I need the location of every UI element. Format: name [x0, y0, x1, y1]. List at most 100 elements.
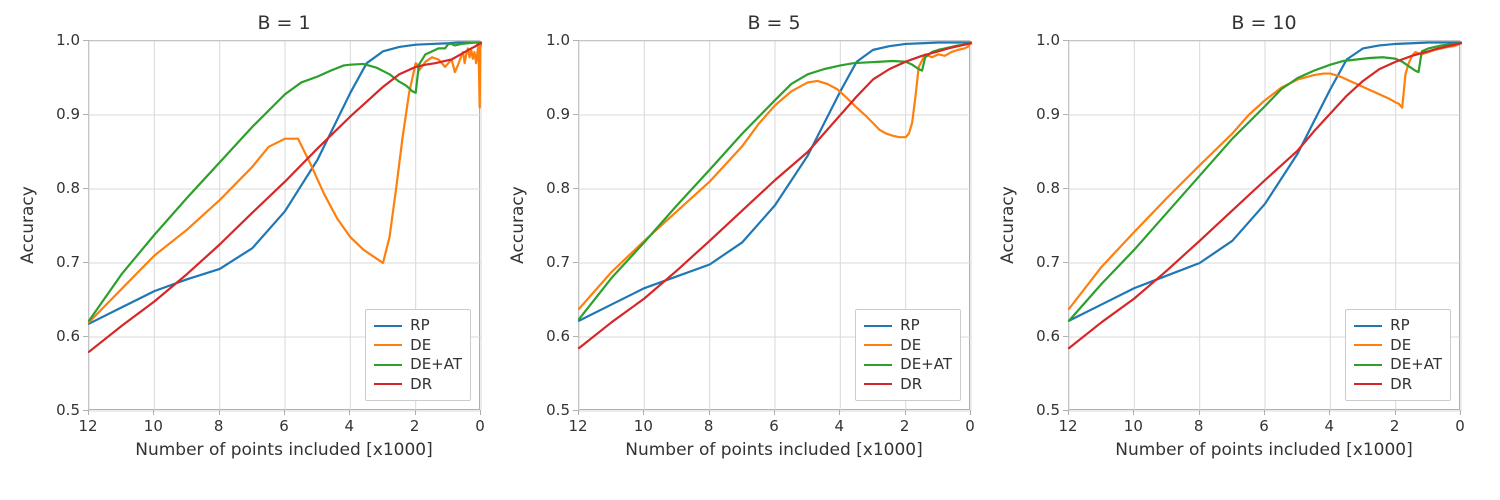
x-tick [480, 410, 481, 415]
y-tick [573, 410, 578, 411]
y-tick [83, 188, 88, 189]
plot-area: RPDEDE+ATDR [578, 40, 970, 410]
x-tick-label: 4 [345, 417, 355, 435]
y-tick-label: 0.8 [48, 179, 80, 197]
y-tick [1063, 336, 1068, 337]
y-tick [573, 336, 578, 337]
legend-row: DR [374, 375, 462, 395]
legend-label: DE+AT [900, 355, 952, 375]
panel-title: B = 1 [257, 12, 310, 34]
legend-label: DE+AT [410, 355, 462, 375]
panel-1: RPDEDE+ATDR1210864200.50.60.70.80.91.0B … [578, 40, 970, 410]
legend-row: DE+AT [374, 355, 462, 375]
y-tick-label: 1.0 [538, 31, 570, 49]
x-tick [88, 410, 89, 415]
y-tick [1063, 114, 1068, 115]
x-tick-label: 4 [835, 417, 845, 435]
y-tick-label: 0.7 [1028, 253, 1060, 271]
y-tick [83, 40, 88, 41]
x-tick [839, 410, 840, 415]
legend-swatch [374, 325, 402, 327]
x-axis-label: Number of points included [x1000] [1068, 440, 1460, 460]
y-tick-label: 1.0 [1028, 31, 1060, 49]
legend-label: DE [410, 336, 431, 356]
x-tick-label: 2 [900, 417, 910, 435]
y-axis-label: Accuracy [998, 186, 1018, 264]
x-tick-label: 2 [410, 417, 420, 435]
x-tick-label: 10 [634, 417, 653, 435]
x-tick-label: 2 [1390, 417, 1400, 435]
legend-label: DR [1390, 375, 1412, 395]
y-tick-label: 1.0 [48, 31, 80, 49]
legend-swatch [1354, 364, 1382, 366]
legend-label: RP [410, 316, 429, 336]
x-tick-label: 8 [214, 417, 224, 435]
x-tick [219, 410, 220, 415]
y-tick [1063, 40, 1068, 41]
x-tick-label: 12 [568, 417, 587, 435]
x-axis-label: Number of points included [x1000] [578, 440, 970, 460]
legend-swatch [374, 383, 402, 385]
y-tick-label: 0.8 [1028, 179, 1060, 197]
y-tick [1063, 188, 1068, 189]
y-tick-label: 0.6 [1028, 327, 1060, 345]
y-tick-label: 0.5 [48, 401, 80, 419]
legend-label: DE [900, 336, 921, 356]
legend-label: DR [900, 375, 922, 395]
legend-swatch [374, 344, 402, 346]
y-tick [573, 40, 578, 41]
x-tick [709, 410, 710, 415]
legend-swatch [864, 344, 892, 346]
x-tick-label: 12 [78, 417, 97, 435]
x-tick-label: 4 [1325, 417, 1335, 435]
x-tick-label: 0 [965, 417, 975, 435]
legend-label: DE+AT [1390, 355, 1442, 375]
x-tick-label: 6 [1259, 417, 1269, 435]
x-tick [774, 410, 775, 415]
legend-label: RP [1390, 316, 1409, 336]
legend-row: DR [1354, 375, 1442, 395]
y-tick-label: 0.9 [48, 105, 80, 123]
legend: RPDEDE+ATDR [365, 309, 471, 401]
y-tick [573, 114, 578, 115]
x-tick [1395, 410, 1396, 415]
y-tick-label: 0.9 [1028, 105, 1060, 123]
y-tick [83, 410, 88, 411]
panel-title: B = 10 [1231, 12, 1296, 34]
y-tick-label: 0.9 [538, 105, 570, 123]
y-axis-label: Accuracy [18, 186, 38, 264]
x-tick [1199, 410, 1200, 415]
legend-row: RP [1354, 316, 1442, 336]
y-tick [573, 262, 578, 263]
legend-row: RP [864, 316, 952, 336]
x-tick-label: 12 [1058, 417, 1077, 435]
x-tick-label: 0 [1455, 417, 1465, 435]
legend-label: RP [900, 316, 919, 336]
y-tick-label: 0.7 [538, 253, 570, 271]
plot-area: RPDEDE+ATDR [88, 40, 480, 410]
panel-title: B = 5 [747, 12, 800, 34]
legend-row: DR [864, 375, 952, 395]
x-tick-label: 8 [1194, 417, 1204, 435]
y-tick-label: 0.5 [1028, 401, 1060, 419]
x-tick [1068, 410, 1069, 415]
y-tick [83, 262, 88, 263]
x-tick [1264, 410, 1265, 415]
x-tick [643, 410, 644, 415]
x-tick-label: 10 [1124, 417, 1143, 435]
x-tick [578, 410, 579, 415]
legend-row: RP [374, 316, 462, 336]
legend-row: DE [1354, 336, 1442, 356]
y-tick [1063, 262, 1068, 263]
y-tick-label: 0.6 [538, 327, 570, 345]
y-tick [83, 114, 88, 115]
y-tick-label: 0.8 [538, 179, 570, 197]
legend: RPDEDE+ATDR [1345, 309, 1451, 401]
legend-swatch [864, 364, 892, 366]
legend-swatch [1354, 325, 1382, 327]
y-tick [1063, 410, 1068, 411]
x-tick-label: 6 [279, 417, 289, 435]
legend-swatch [864, 325, 892, 327]
x-axis-label: Number of points included [x1000] [88, 440, 480, 460]
y-tick [83, 336, 88, 337]
